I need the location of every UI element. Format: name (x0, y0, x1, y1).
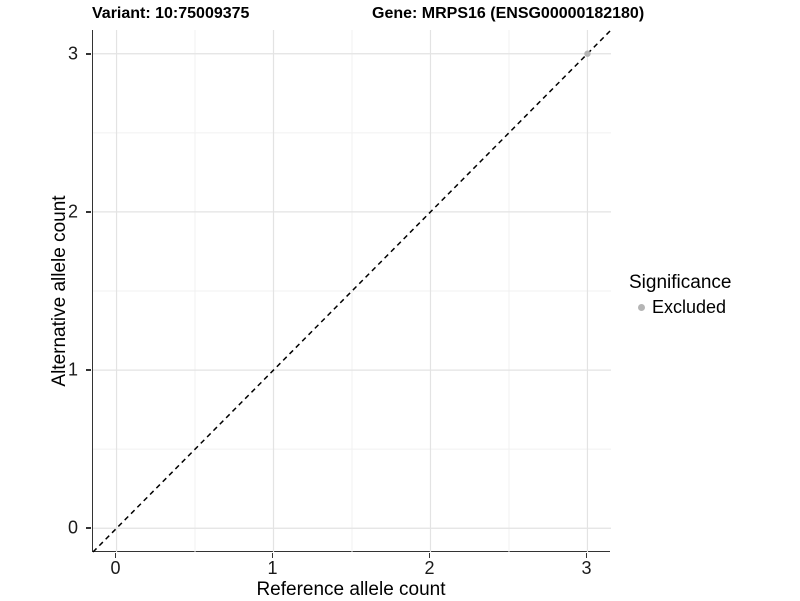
legend: Significance Excluded (629, 272, 731, 318)
x-tick-label: 2 (424, 558, 435, 578)
plot-canvas (92, 29, 612, 553)
data-point-excluded (584, 50, 591, 57)
x-axis-title: Reference allele count (256, 579, 446, 600)
legend-item-excluded: Excluded (629, 297, 731, 318)
legend-item-label: Excluded (652, 297, 727, 317)
plot-panel (92, 29, 612, 553)
y-tick-label: 0 (67, 517, 78, 538)
y-tick-label: 3 (67, 43, 78, 64)
x-tick-label: 1 (267, 558, 278, 578)
y-tick-mark (86, 527, 91, 530)
y-tick-mark (86, 52, 91, 55)
x-tick-mark (271, 553, 274, 558)
x-tick-mark (428, 553, 431, 558)
x-tick-label: 0 (110, 558, 121, 578)
x-tick-mark (585, 553, 588, 558)
x-tick-label: 3 (581, 558, 592, 578)
y-tick-label: 2 (67, 201, 78, 222)
y-tick-label: 1 (67, 359, 78, 380)
excluded-point-icon (638, 304, 645, 311)
identity-line (92, 29, 612, 553)
plot-title-gene: Gene: MRPS16 (ENSG00000182180) (372, 5, 645, 22)
y-tick-mark (86, 211, 91, 213)
legend-title: Significance (629, 272, 732, 293)
y-tick-mark (86, 369, 91, 371)
x-tick-mark (114, 553, 117, 558)
plot-title-variant: Variant: 10:75009375 (92, 5, 250, 22)
y-axis-title: Alternative allele count (49, 195, 70, 387)
